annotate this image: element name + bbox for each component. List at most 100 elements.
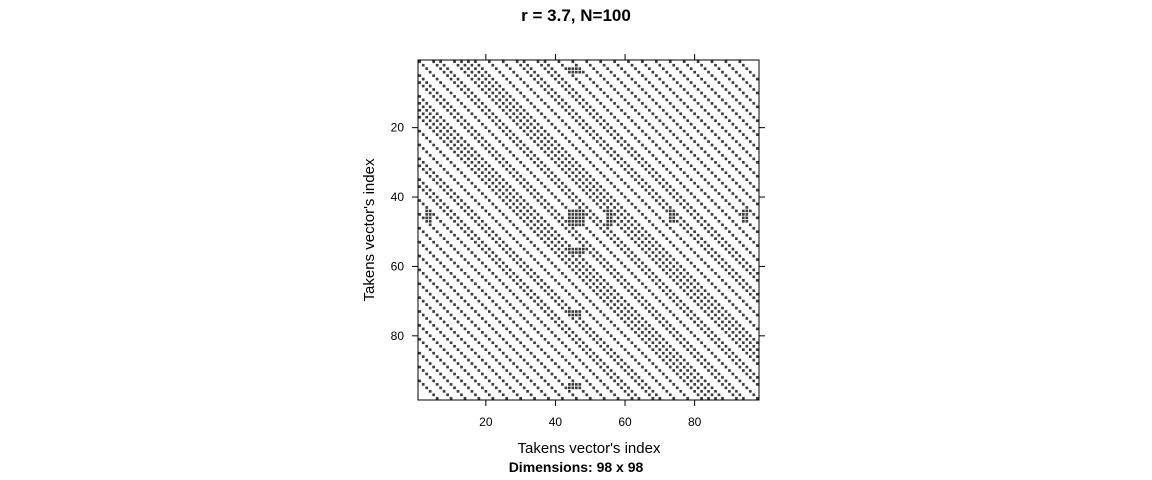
recurrence-cell xyxy=(710,351,714,355)
recurrence-cell xyxy=(501,88,505,91)
recurrence-cell xyxy=(501,178,505,182)
recurrence-cell xyxy=(721,223,724,227)
recurrence-cell xyxy=(481,178,484,182)
recurrence-cell xyxy=(536,282,540,286)
recurrence-cell xyxy=(564,67,568,71)
recurrence-cell xyxy=(620,122,623,126)
recurrence-cell xyxy=(501,213,505,216)
recurrence-cell xyxy=(606,247,609,251)
recurrence-cell xyxy=(689,122,693,126)
recurrence-cell xyxy=(724,379,728,383)
recurrence-cell xyxy=(634,289,637,293)
recurrence-cell xyxy=(470,265,474,268)
recurrence-cell xyxy=(602,285,606,289)
recurrence-cell xyxy=(634,379,637,383)
recurrence-cell xyxy=(595,362,599,365)
recurrence-cell xyxy=(425,358,429,362)
recurrence-cell xyxy=(533,216,536,220)
recurrence-cell xyxy=(602,230,606,234)
recurrence-cell xyxy=(460,150,463,154)
recurrence-cell xyxy=(735,292,738,296)
recurrence-cell xyxy=(742,91,745,95)
recurrence-cell xyxy=(571,209,575,213)
recurrence-cell xyxy=(484,112,488,116)
recurrence-cell xyxy=(574,167,578,171)
recurrence-cell xyxy=(602,369,606,372)
recurrence-cell xyxy=(467,178,470,182)
recurrence-cell xyxy=(585,365,589,369)
recurrence-cell xyxy=(529,351,533,355)
recurrence-cell xyxy=(501,261,505,265)
recurrence-cell xyxy=(460,337,463,341)
recurrence-cell xyxy=(568,67,571,71)
recurrence-cell xyxy=(519,112,522,116)
recurrence-cell xyxy=(609,299,613,303)
recurrence-cell xyxy=(439,275,442,279)
recurrence-cell xyxy=(463,396,467,400)
recurrence-cell xyxy=(564,185,568,188)
recurrence-cell xyxy=(526,272,529,275)
recurrence-cell xyxy=(658,63,662,67)
recurrence-cell xyxy=(557,95,561,98)
recurrence-cell xyxy=(456,376,460,379)
recurrence-cell xyxy=(724,386,728,390)
recurrence-cell xyxy=(442,389,446,393)
recurrence-cell xyxy=(561,341,564,345)
recurrence-cell xyxy=(487,365,491,369)
recurrence-cell xyxy=(561,285,564,289)
recurrence-cell xyxy=(721,376,724,379)
recurrence-cell xyxy=(543,150,547,154)
recurrence-cell xyxy=(703,178,707,182)
recurrence-cell xyxy=(602,174,606,178)
recurrence-cell xyxy=(529,88,533,91)
recurrence-cell xyxy=(735,389,738,393)
recurrence-cell xyxy=(665,70,669,74)
recurrence-cell xyxy=(658,355,662,358)
recurrence-cell xyxy=(515,102,519,105)
recurrence-cell xyxy=(442,209,446,213)
recurrence-cell xyxy=(665,209,669,213)
recurrence-cell xyxy=(484,334,488,338)
recurrence-cell xyxy=(515,108,519,112)
recurrence-cell xyxy=(543,88,547,91)
recurrence-cell xyxy=(630,355,634,358)
recurrence-cell xyxy=(599,393,603,397)
recurrence-cell xyxy=(571,108,575,112)
recurrence-cell xyxy=(595,320,599,324)
recurrence-cell xyxy=(484,147,488,150)
recurrence-cell xyxy=(700,272,703,275)
recurrence-cell xyxy=(689,192,693,195)
recurrence-cell xyxy=(519,230,522,234)
recurrence-cell xyxy=(731,219,735,223)
recurrence-cell xyxy=(735,98,738,102)
recurrence-cell xyxy=(421,355,425,358)
recurrence-cell xyxy=(620,344,623,348)
recurrence-cell xyxy=(613,185,616,188)
recurrence-cell xyxy=(655,247,658,251)
recurrence-cell xyxy=(512,362,516,365)
recurrence-cell xyxy=(540,376,543,379)
recurrence-cell xyxy=(609,209,613,213)
recurrence-cell xyxy=(421,161,425,164)
recurrence-cell xyxy=(526,334,529,338)
recurrence-cell xyxy=(738,157,742,161)
recurrence-cell xyxy=(522,185,526,188)
recurrence-cell xyxy=(529,102,533,105)
recurrence-cell xyxy=(742,213,745,216)
recurrence-cell xyxy=(609,389,613,393)
recurrence-cell xyxy=(616,272,620,275)
recurrence-cell xyxy=(453,289,456,293)
recurrence-cell xyxy=(752,372,756,376)
recurrence-cell xyxy=(428,278,432,282)
recurrence-cell xyxy=(470,320,474,324)
recurrence-cell xyxy=(679,369,683,372)
recurrence-cell xyxy=(543,268,547,272)
recurrence-cell xyxy=(696,219,700,223)
recurrence-cell xyxy=(578,216,582,220)
recurrence-cell xyxy=(755,292,759,296)
recurrence-cell xyxy=(668,324,672,327)
recurrence-cell xyxy=(526,320,529,324)
recurrence-cell xyxy=(467,213,470,216)
recurrence-cell xyxy=(568,213,571,216)
recurrence-cell xyxy=(491,174,495,178)
